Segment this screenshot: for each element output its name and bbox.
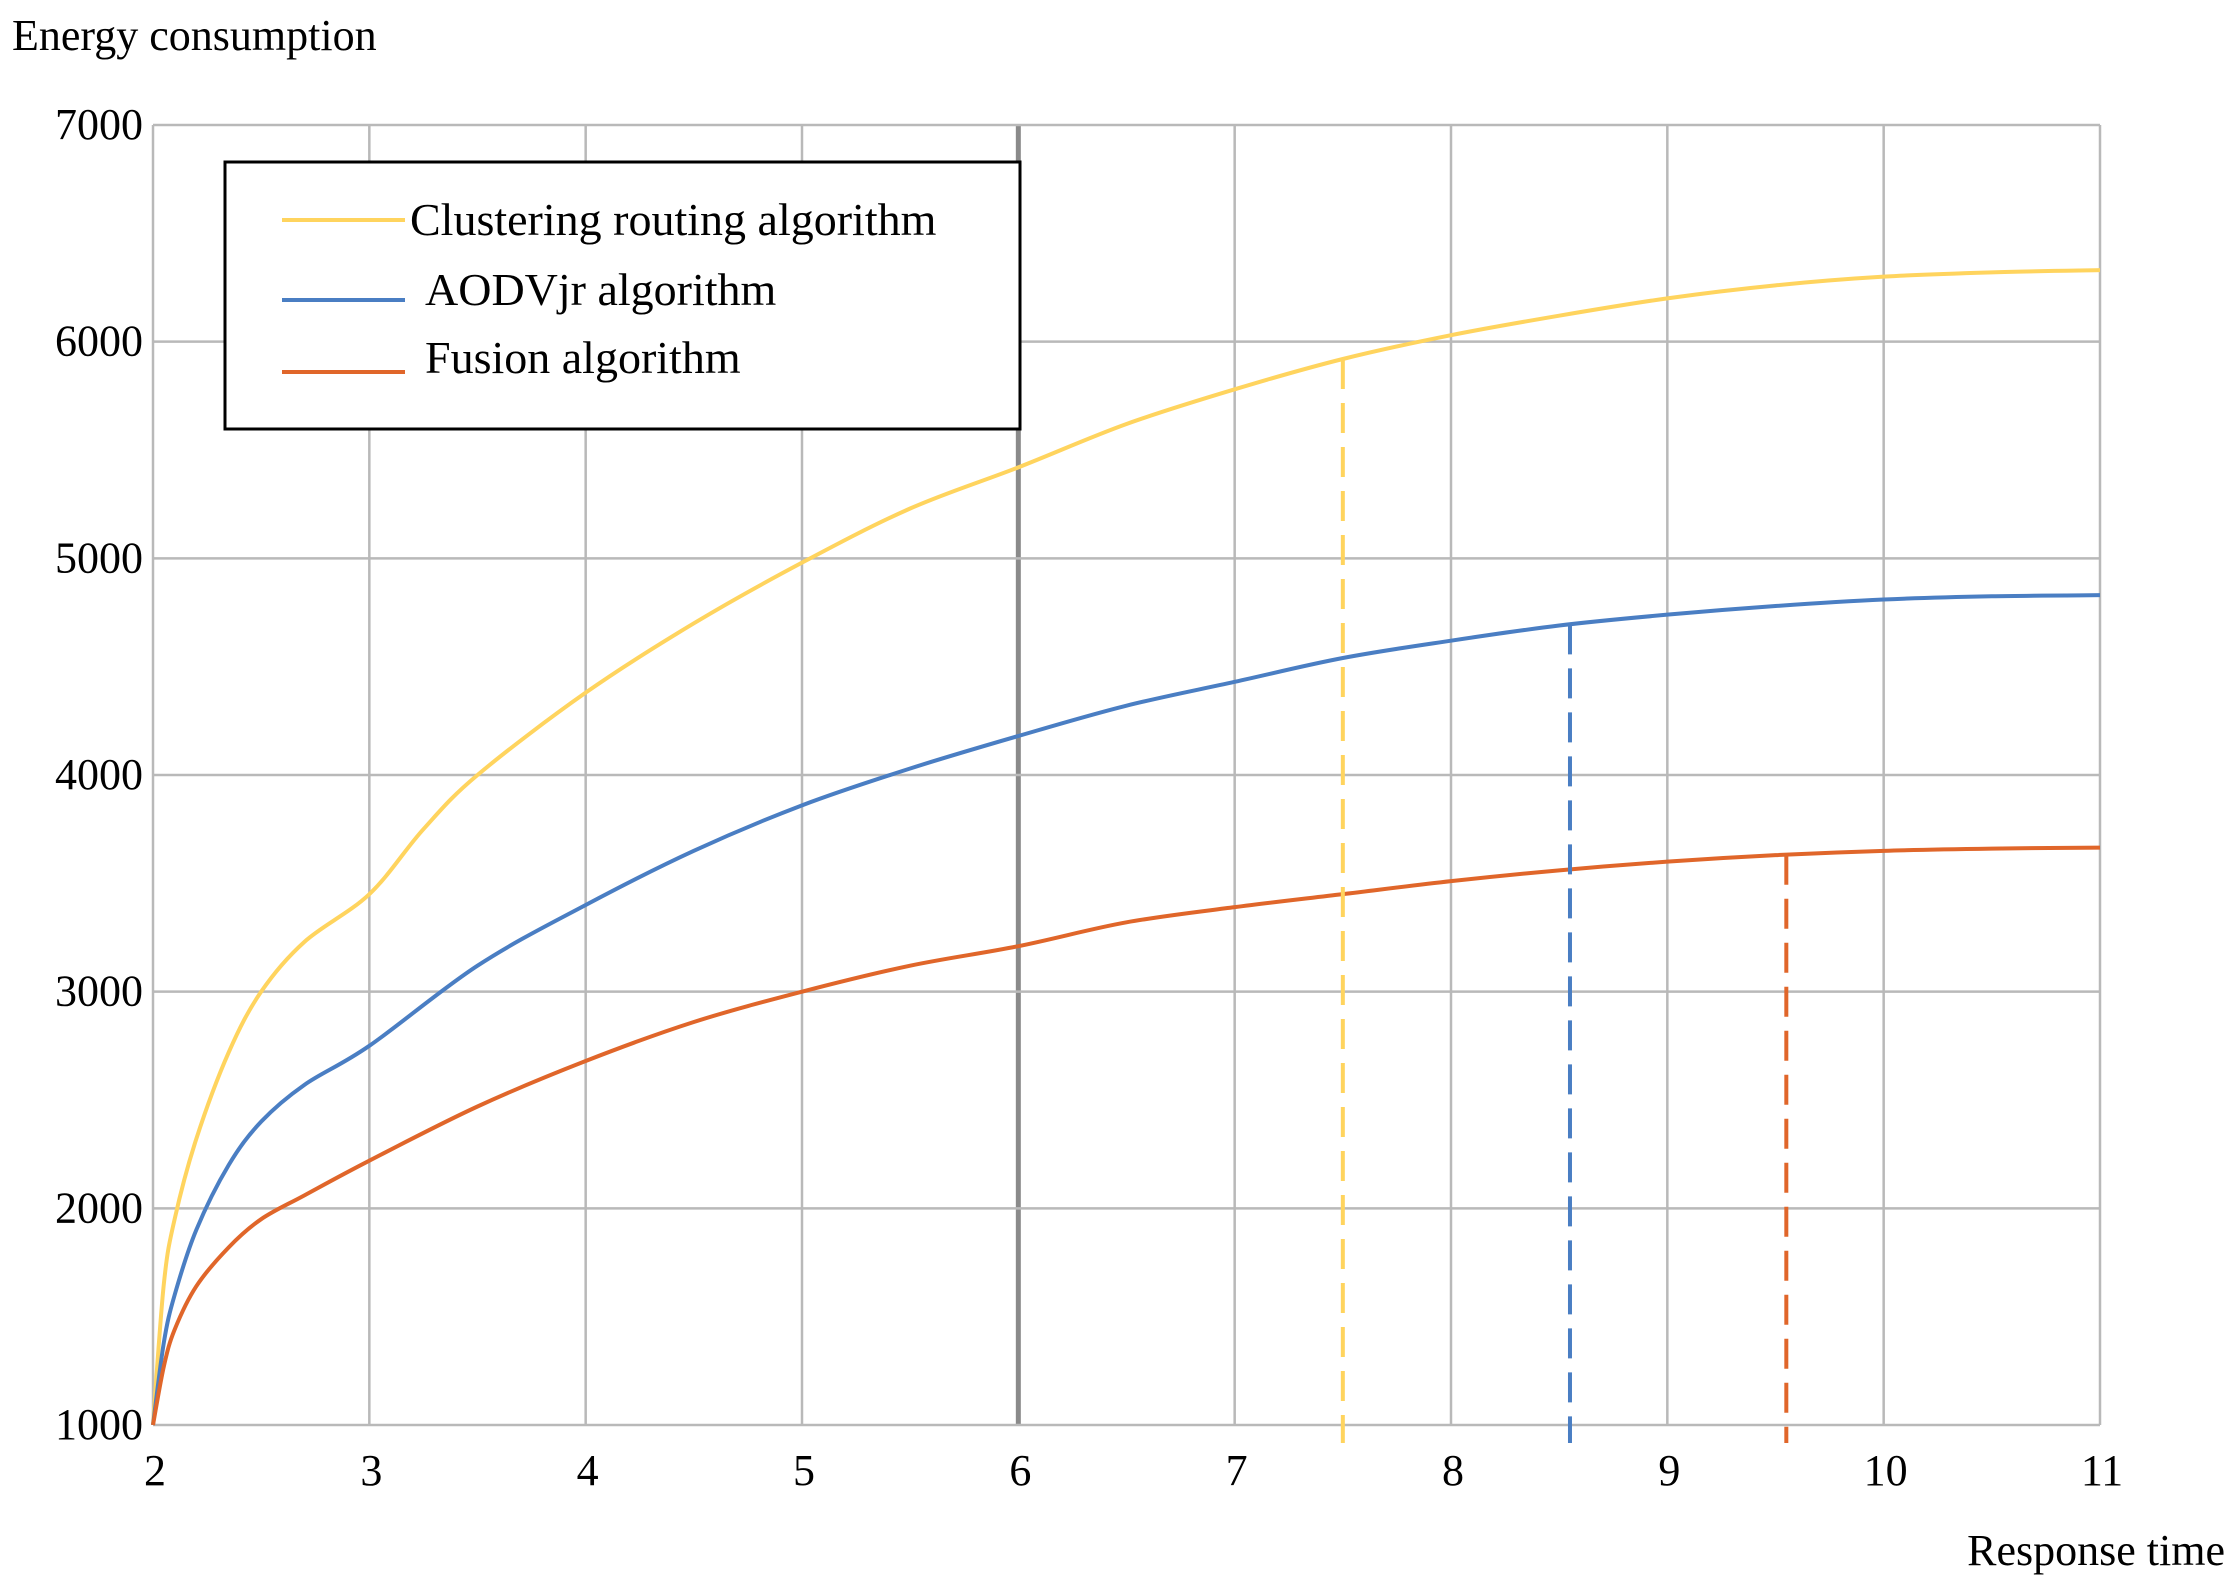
- x-tick-label: 9: [1658, 1446, 1680, 1495]
- legend: Clustering routing algorithm AODVjr algo…: [223, 160, 1022, 431]
- y-tick-label: 6000: [55, 317, 143, 366]
- legend-label-fusion: Fusion algorithm: [425, 332, 741, 383]
- x-tick-label: 6: [1009, 1446, 1031, 1495]
- y-tick-label: 5000: [55, 533, 143, 582]
- series-line-clustering: [151, 268, 2101, 1426]
- legend-label-clustering: Clustering routing algorithm: [410, 194, 937, 245]
- y-tick-label: 7000: [55, 100, 143, 149]
- series-line-aodvjr: [151, 593, 2101, 1426]
- y-tick-label: 3000: [55, 967, 143, 1016]
- y-tick-label: 2000: [55, 1183, 143, 1232]
- x-tick-label: 7: [1226, 1446, 1248, 1495]
- x-tick-label: 3: [360, 1446, 382, 1495]
- x-tick-label: 2: [144, 1446, 166, 1495]
- x-tick-label: 10: [1864, 1446, 1908, 1495]
- x-tick-label: 5: [793, 1446, 815, 1495]
- y-axis-title: Energy consumption: [12, 11, 377, 60]
- series-line-fusion: [151, 845, 2101, 1426]
- x-tick-label: 4: [577, 1446, 599, 1495]
- y-axis-ticks: 1000 2000 3000 4000 5000 6000 7000: [55, 100, 143, 1449]
- y-tick-label: 4000: [55, 750, 143, 799]
- legend-label-aodvjr: AODVjr algorithm: [425, 264, 777, 315]
- grid-lines: [151, 123, 2102, 1427]
- x-axis-ticks: 2 3 4 5 6 7 8 9 10 11: [144, 1446, 2123, 1495]
- dashed-markers: [1340, 359, 1789, 1443]
- legend-box: [223, 160, 1022, 431]
- x-axis-title: Response time: [1967, 1526, 2225, 1575]
- y-tick-label: 1000: [55, 1400, 143, 1449]
- series-lines: [151, 268, 2101, 1426]
- x-tick-label: 11: [2081, 1446, 2123, 1495]
- x-tick-label: 8: [1442, 1446, 1464, 1495]
